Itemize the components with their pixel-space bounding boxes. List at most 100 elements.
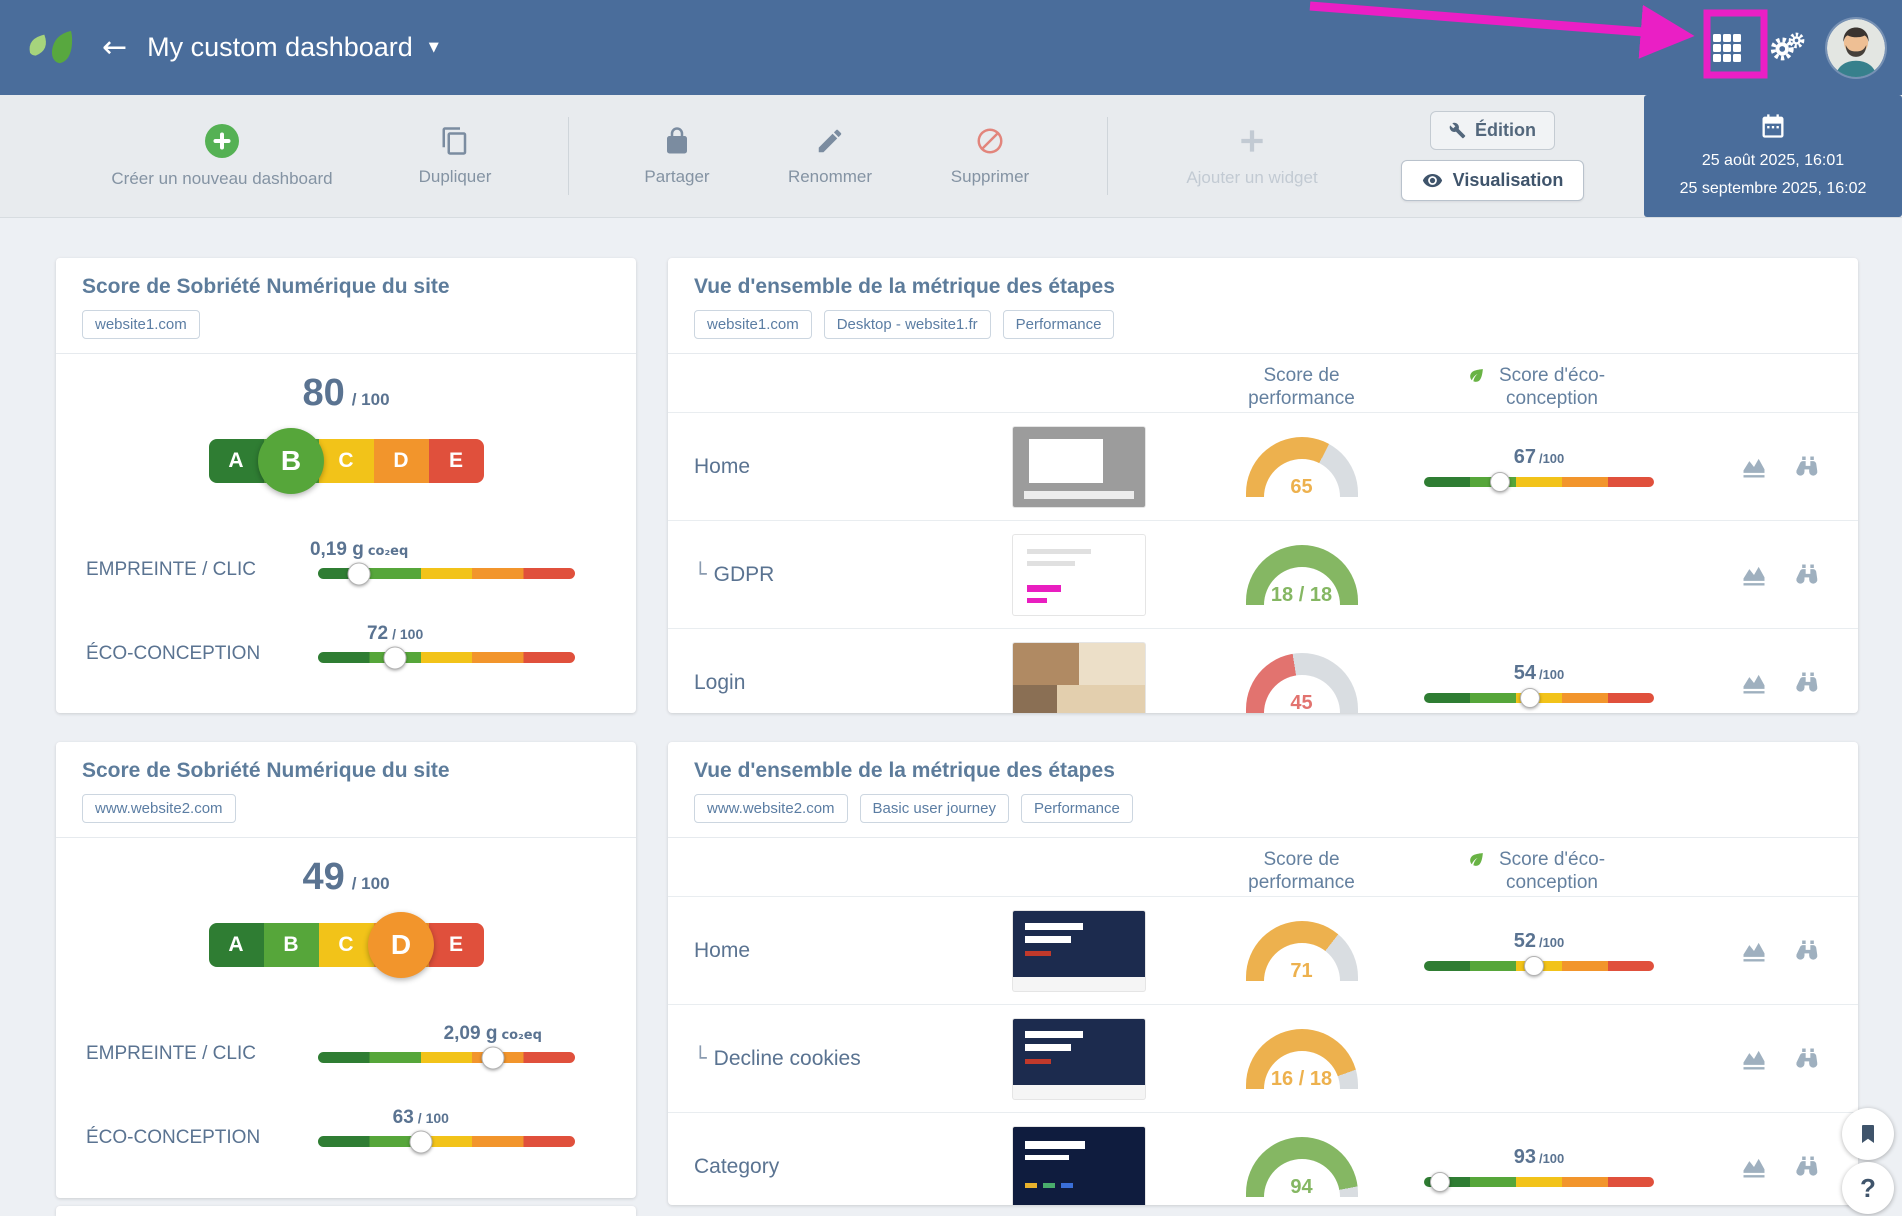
binoculars-icon[interactable] (1794, 1045, 1822, 1073)
chart-icon[interactable] (1740, 1153, 1768, 1181)
card-header: Score de Sobriété Numérique du site webs… (56, 258, 636, 354)
binoculars-icon[interactable] (1794, 561, 1822, 589)
ecodesign-metric: ÉCO-CONCEPTION 63/ 100 (56, 1079, 636, 1163)
binoculars-icon[interactable] (1794, 453, 1822, 481)
binoculars-icon[interactable] (1794, 669, 1822, 697)
step-name: Decline cookies (713, 1047, 861, 1070)
step-thumbnail (1013, 534, 1145, 615)
performance-score: 65 (1290, 475, 1313, 498)
step-thumbnail (1013, 426, 1145, 507)
rename-button[interactable]: Renommer (765, 95, 895, 217)
eco-score-bar (1424, 956, 1654, 976)
ecodesign-value: 72/ 100 (366, 623, 424, 644)
share-button[interactable]: Partager (617, 95, 737, 217)
performance-gauge: 94 (1245, 1136, 1358, 1198)
score-card-website2: Score de Sobriété Numérique du site www.… (56, 742, 636, 1198)
gears-icon (1767, 30, 1807, 66)
step-thumbnail (1013, 642, 1145, 713)
substep-indent-icon: └ (694, 1046, 707, 1070)
table-row: └ GDPR 18 / 18 (668, 520, 1858, 628)
metric-tag: Performance (1020, 794, 1133, 823)
performance-gauge: 16 / 18 (1245, 1028, 1358, 1090)
leaf-icon (1467, 366, 1486, 385)
chart-icon[interactable] (1740, 1045, 1768, 1073)
pencil-icon (815, 126, 845, 156)
settings-button[interactable] (1767, 28, 1807, 68)
grade-c: C (318, 439, 374, 483)
create-dashboard-button[interactable]: Créer un nouveau dashboard (92, 95, 352, 217)
grade-d: D (373, 439, 429, 483)
active-grade-badge: D (368, 912, 434, 978)
ecodesign-scale-bar: 72/ 100 (318, 623, 575, 669)
step-name: Home (694, 938, 751, 962)
footprint-value: 2,09 g co₂eq (443, 1023, 542, 1044)
site-tag: website1.com (82, 310, 200, 339)
grade-a: A (208, 439, 264, 483)
eco-score-knob (1519, 688, 1540, 708)
binoculars-icon[interactable] (1794, 1153, 1822, 1181)
back-button[interactable]: ← (102, 29, 128, 65)
scale-knob (481, 1046, 505, 1069)
eco-score-bar (1424, 472, 1654, 492)
date-range-start: 25 août 2025, 16:01 (1701, 151, 1845, 169)
binoculars-icon[interactable] (1794, 937, 1822, 965)
score-value: 80 (302, 372, 345, 414)
delete-button[interactable]: Supprimer (925, 95, 1055, 217)
footprint-scale-bar: 2,09 g co₂eq (318, 1023, 575, 1069)
navbar: ← My custom dashboard ▼ (0, 0, 1902, 95)
leaf-icon (1467, 850, 1486, 869)
score-value: 49 (302, 856, 345, 898)
chart-icon[interactable] (1740, 669, 1768, 697)
mode-switch: Édition Visualisation (1395, 95, 1590, 217)
bookmark-button[interactable] (1842, 1108, 1894, 1160)
grade-e: E (428, 923, 484, 967)
active-grade-badge: B (258, 428, 324, 494)
eco-score-bar (1424, 1172, 1654, 1192)
score-card-body: 49 / 100 A B C D E D EMPREINTE / CLIC 2,… (56, 838, 636, 1163)
card-header: Score de Sobriété Numérique du site www.… (56, 742, 636, 838)
step-name: Home (694, 454, 751, 478)
date-range-end: 25 septembre 2025, 16:02 (1679, 180, 1867, 197)
footprint-metric: EMPREINTE / CLIC 0,19 g co₂eq (56, 511, 636, 595)
user-avatar[interactable] (1827, 18, 1885, 77)
page-title: My custom dashboard (147, 32, 413, 62)
eco-score: 52/100 (1513, 930, 1565, 952)
steps-overview-card-website2: Vue d'ensemble de la métrique des étapes… (668, 742, 1858, 1205)
metric-label: EMPREINTE / CLIC (86, 1043, 256, 1064)
edition-mode-button[interactable]: Édition (1430, 111, 1555, 150)
eco-score: 93/100 (1513, 1146, 1565, 1168)
date-range-picker[interactable]: 25 août 2025, 16:01 25 septembre 2025, 1… (1644, 95, 1902, 217)
copy-icon (440, 126, 470, 156)
lock-icon (662, 126, 692, 156)
score-metrics: EMPREINTE / CLIC 0,19 g co₂eq ÉCO-CONCEPT… (56, 511, 636, 679)
performance-column-header: Score de performance (1248, 365, 1355, 410)
next-widget-peek (56, 1206, 636, 1216)
duplicate-button[interactable]: Dupliquer (385, 95, 525, 217)
widgets-grid-button[interactable] (1707, 28, 1747, 68)
card-title: Vue d'ensemble de la métrique des étapes (694, 759, 1115, 782)
visualisation-mode-button[interactable]: Visualisation (1400, 160, 1585, 201)
table-row: Login 45 54/100 (668, 628, 1858, 713)
score-max: / 100 (351, 874, 390, 893)
metric-label: EMPREINTE / CLIC (86, 559, 256, 580)
grade-scale: A B C D E B (208, 428, 484, 494)
substep-indent-icon: └ (694, 562, 707, 586)
performance-gauge: 18 / 18 (1245, 544, 1358, 606)
site-tag: www.website2.com (694, 794, 848, 823)
ecodesign-metric: ÉCO-CONCEPTION 72/ 100 (56, 595, 636, 679)
eco-score: 67/100 (1513, 446, 1565, 468)
card-title: Score de Sobriété Numérique du site (82, 759, 450, 782)
card-title: Score de Sobriété Numérique du site (82, 275, 450, 298)
journey-tag: Desktop - website1.fr (823, 310, 991, 339)
help-button[interactable]: ? (1842, 1162, 1894, 1214)
chart-icon[interactable] (1740, 453, 1768, 481)
dashboard-dropdown-caret-icon[interactable]: ▼ (428, 40, 439, 55)
chart-icon[interactable] (1740, 937, 1768, 965)
steps-overview-card-website1: Vue d'ensemble de la métrique des étapes… (668, 258, 1858, 713)
grade-a: A (208, 923, 264, 967)
grade-c: C (318, 923, 374, 967)
chart-icon[interactable] (1740, 561, 1768, 589)
ecodesign-column-header: Score d'éco-conception (1498, 365, 1606, 410)
score-card-website1: Score de Sobriété Numérique du site webs… (56, 258, 636, 713)
table-header: Score de performance Score d'éco-concept… (668, 838, 1858, 896)
